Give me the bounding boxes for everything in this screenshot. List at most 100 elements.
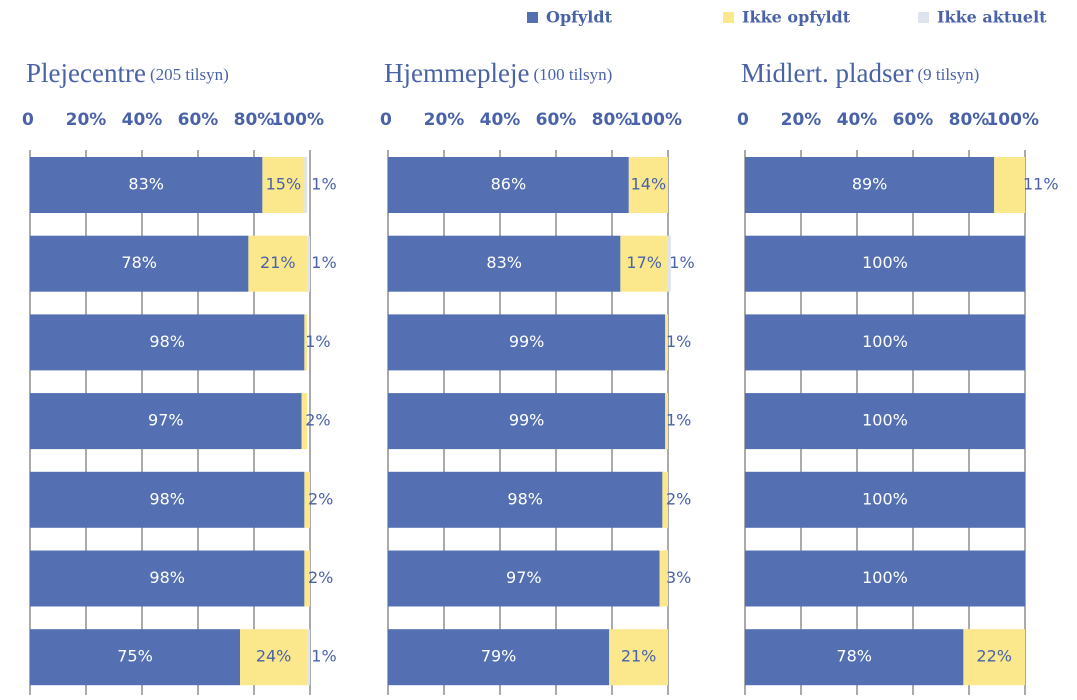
- bar-segment: [304, 550, 310, 607]
- data-label: 99%: [509, 411, 545, 430]
- data-label: 22%: [976, 647, 1012, 666]
- x-tick-label: 20%: [66, 110, 107, 130]
- data-label: 97%: [148, 411, 184, 430]
- x-tick-label: 60%: [893, 110, 934, 130]
- bar-segment: [665, 393, 668, 450]
- x-tick-label: 80%: [949, 110, 990, 130]
- bar-segment: [388, 550, 660, 607]
- bar-segment: [30, 235, 249, 292]
- panel-subtitle: (205 tilsyn): [150, 65, 229, 84]
- bar-segment: [662, 471, 668, 528]
- bar-segment: [388, 157, 629, 213]
- data-label: 98%: [507, 489, 543, 508]
- bar-segment: [307, 629, 310, 686]
- legend-label: Ikke opfyldt: [742, 8, 851, 27]
- data-label: 98%: [149, 489, 185, 508]
- data-label: 89%: [852, 175, 888, 194]
- panel-subtitle: (9 tilsyn): [917, 65, 979, 84]
- x-tick-label: 40%: [480, 110, 521, 130]
- data-label: 79%: [481, 647, 517, 666]
- data-label: 78%: [836, 647, 872, 666]
- data-label: 100%: [862, 411, 908, 430]
- data-label: 1%: [305, 332, 330, 351]
- data-label: 1%: [311, 647, 336, 666]
- data-label: 21%: [260, 253, 296, 272]
- legend-swatch: [918, 12, 929, 23]
- x-tick-label: 20%: [781, 110, 822, 130]
- x-tick-label: 100%: [986, 110, 1039, 130]
- x-tick-label: 0: [737, 110, 749, 130]
- bar-segment: [963, 629, 1025, 686]
- bar-segment: [745, 314, 1025, 371]
- panel-title-text: Hjemmepleje: [384, 58, 529, 88]
- x-tick-label: 0: [380, 110, 392, 130]
- data-label: 75%: [117, 647, 153, 666]
- bar-segment: [304, 471, 310, 528]
- data-label: 1%: [311, 253, 336, 272]
- bar-segment: [668, 235, 671, 292]
- bar-segment: [994, 157, 1025, 213]
- bar-segment: [304, 314, 308, 371]
- bar-segment: [745, 235, 1025, 292]
- x-tick-label: 100%: [271, 110, 324, 130]
- data-label: 86%: [491, 175, 527, 194]
- bar-segment: [30, 393, 302, 450]
- bar-segment: [388, 471, 663, 528]
- bar-segment: [665, 314, 668, 371]
- bar-segment: [30, 629, 240, 686]
- bar-segment: [628, 157, 668, 213]
- data-label: 98%: [149, 568, 185, 587]
- data-label: 99%: [509, 332, 545, 351]
- legend-swatch: [527, 12, 538, 23]
- x-tick-label: 60%: [536, 110, 577, 130]
- data-label: 2%: [305, 411, 330, 430]
- data-label: 11%: [1023, 175, 1059, 194]
- panel-title-text: Midlert. pladser: [741, 58, 913, 88]
- data-label: 83%: [128, 175, 164, 194]
- bar-segment: [388, 393, 666, 450]
- data-label: 24%: [256, 647, 292, 666]
- panel-title: Hjemmepleje (100 tilsyn): [384, 58, 612, 88]
- bar-segment: [30, 314, 305, 371]
- data-label: 97%: [506, 568, 542, 587]
- bar-segment: [388, 629, 610, 686]
- bar-segment: [240, 629, 308, 686]
- bar-segment: [745, 471, 1025, 528]
- bar-segment: [388, 235, 621, 292]
- panel-title: Midlert. pladser (9 tilsyn): [741, 58, 979, 88]
- bar-segment: [620, 235, 668, 292]
- bar-segment: [30, 550, 305, 607]
- legend-label: Ikke aktuelt: [937, 8, 1047, 27]
- x-tick-label: 80%: [234, 110, 275, 130]
- data-label: 14%: [631, 175, 667, 194]
- legend-label: Opfyldt: [546, 8, 613, 27]
- bar-segment: [659, 550, 668, 607]
- bar-segment: [745, 550, 1025, 607]
- panel-title-text: Plejecentre: [26, 58, 146, 88]
- data-label: 78%: [121, 253, 157, 272]
- bar-segment: [745, 157, 995, 213]
- data-label: 2%: [308, 568, 333, 587]
- bar-segment: [30, 471, 305, 528]
- x-tick-label: 80%: [592, 110, 633, 130]
- legend-swatch: [723, 12, 734, 23]
- data-label: 83%: [486, 253, 522, 272]
- data-label: 1%: [666, 411, 691, 430]
- bar-segment: [30, 157, 263, 213]
- data-label: 3%: [666, 568, 691, 587]
- data-label: 1%: [666, 332, 691, 351]
- bar-segment: [304, 157, 308, 213]
- data-label: 2%: [308, 489, 333, 508]
- bar-segment: [388, 314, 666, 371]
- bar-segment: [301, 393, 308, 450]
- bar-segment: [745, 629, 964, 686]
- x-tick-label: 40%: [837, 110, 878, 130]
- data-label: 100%: [862, 253, 908, 272]
- bar-segment: [609, 629, 668, 686]
- bar-segment: [307, 235, 310, 292]
- x-tick-label: 0: [22, 110, 34, 130]
- data-label: 98%: [149, 332, 185, 351]
- bar-segment: [262, 157, 305, 213]
- data-label: 100%: [862, 568, 908, 587]
